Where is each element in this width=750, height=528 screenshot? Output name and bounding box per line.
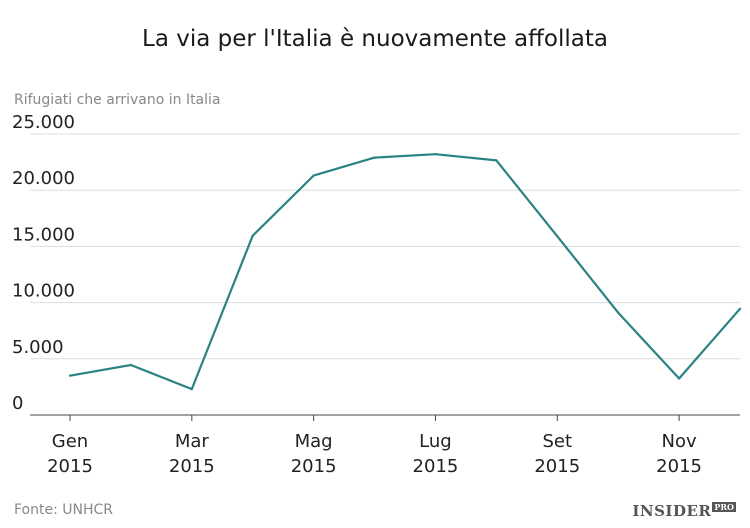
y-tick-label: 20.000 [12, 168, 75, 189]
x-tick-label-year: 2015 [413, 456, 459, 477]
series-points [68, 153, 742, 391]
x-tick-label-month: Gen [52, 431, 88, 452]
brand-name: INSIDER [632, 502, 712, 520]
x-tick-label-month: Mag [295, 431, 333, 452]
data-point [617, 311, 620, 314]
data-point [556, 235, 559, 238]
series-line [69, 153, 741, 391]
gridlines [30, 133, 740, 360]
x-tick-label-month: Mar [175, 431, 210, 452]
y-tick-label: 5.000 [12, 337, 64, 358]
chart-title: La via per l'Italia è nuovamente affolla… [142, 26, 608, 52]
source-note: Fonte: UNHCR [14, 502, 114, 518]
brand-logo: INSIDER PRO [632, 502, 736, 520]
data-point [129, 363, 133, 367]
data-point [434, 153, 437, 156]
data-point [495, 159, 498, 162]
data-point [373, 156, 376, 159]
y-tick-label: 10.000 [12, 281, 75, 302]
x-axis-ticks: Gen 2015 Mar 2015 Mag 2015 Lug 2015 Set 2015 Nov 20… [47, 415, 702, 477]
x-tick-label-year: 2015 [656, 456, 702, 477]
data-point [312, 174, 315, 177]
x-tick-label-year: 2015 [47, 456, 93, 477]
data-point [738, 307, 742, 310]
x-tick-label-year: 2015 [169, 456, 215, 477]
brand-badge: PRO [712, 502, 736, 512]
data-point [677, 377, 681, 380]
x-tick-label-month: Nov [662, 431, 697, 452]
y-tick-label: 0 [12, 393, 23, 414]
y-tick-label: 15.000 [12, 224, 75, 245]
data-point [251, 234, 254, 237]
data-point [68, 374, 72, 377]
x-tick-label-year: 2015 [291, 456, 337, 477]
y-axis-ticks: 0 5.000 10.000 15.000 20.000 25.000 [12, 112, 75, 414]
data-point [190, 388, 193, 391]
x-tick-label-year: 2015 [534, 456, 580, 477]
x-tick-label-month: Lug [419, 431, 452, 452]
y-tick-label: 25.000 [12, 112, 75, 133]
chart-subtitle: Rifugiati che arrivano in Italia [14, 92, 221, 108]
x-tick-label-month: Set [542, 431, 572, 452]
